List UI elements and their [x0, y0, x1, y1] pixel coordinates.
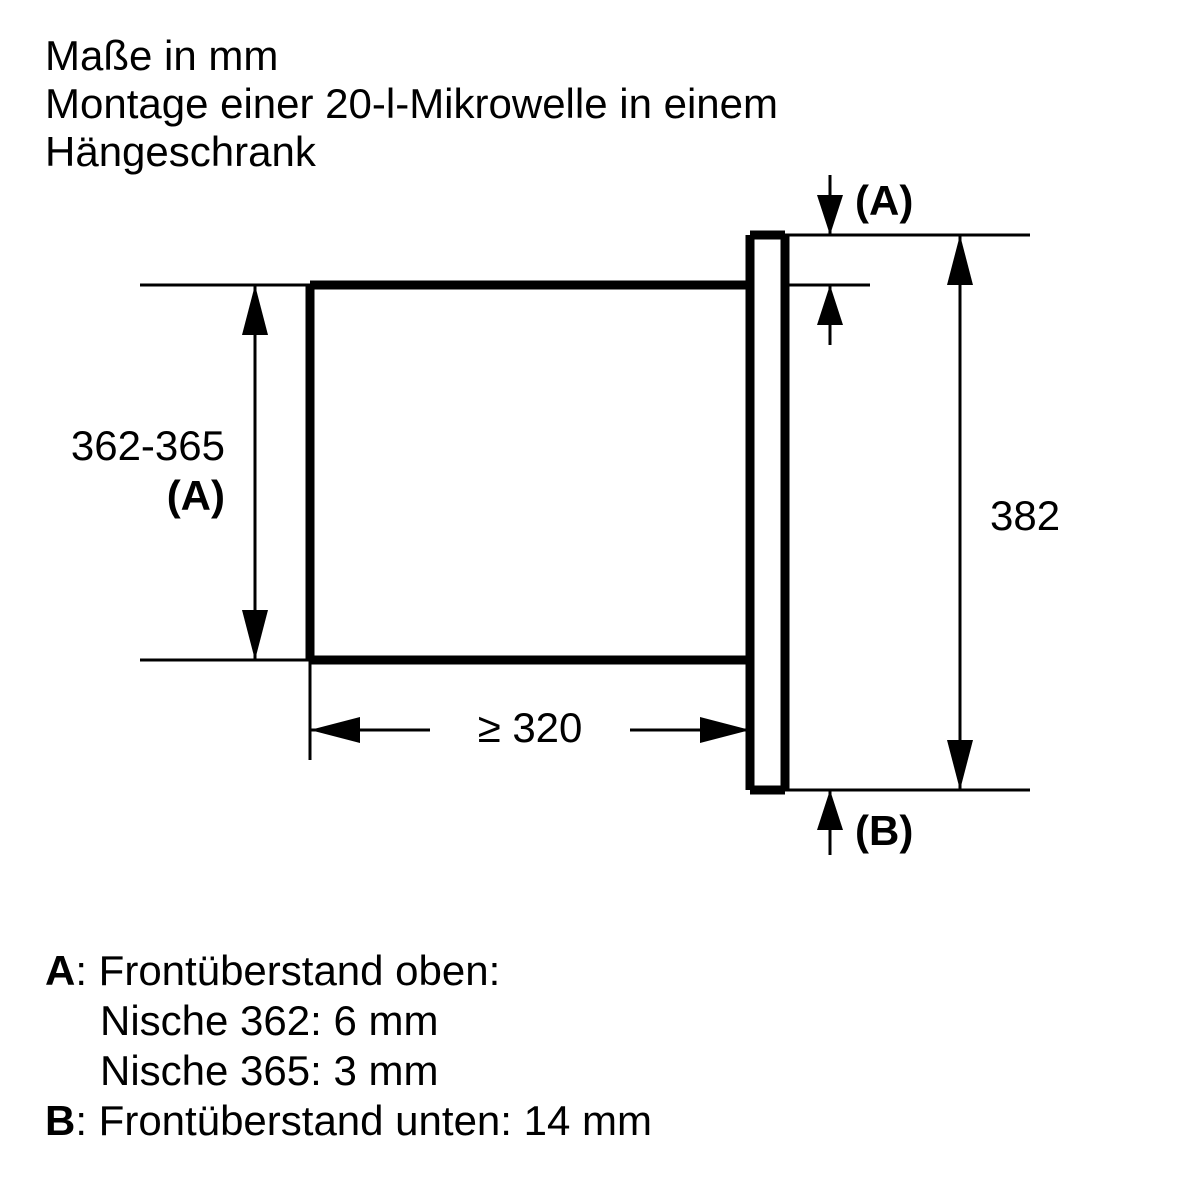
- dim-right-value: 382: [990, 492, 1060, 539]
- footer-a-line2: Nische 362: 6 mm: [100, 997, 438, 1044]
- title-line-3: Hängeschrank: [45, 128, 317, 175]
- footer-b: B: Frontüberstand unten: 14 mm: [45, 1097, 652, 1144]
- title-line-2: Montage einer 20-l-Mikrowelle in einem: [45, 80, 778, 127]
- arrow-left-down: [242, 610, 268, 660]
- footer-a: A: Frontüberstand oben:: [45, 947, 500, 994]
- title-line-1: Maße in mm: [45, 32, 278, 79]
- arrow-right-down: [947, 740, 973, 790]
- dim-left-value: 362-365: [71, 422, 225, 469]
- footer-b-label: B: [45, 1097, 75, 1144]
- top-ref-label: (A): [855, 177, 913, 224]
- footer-b-text: : Frontüberstand unten: 14 mm: [75, 1097, 652, 1144]
- arrow-right-up: [947, 235, 973, 285]
- a-top-outer-arrow: [817, 195, 843, 235]
- arrow-bottom-right: [700, 717, 750, 743]
- dim-left-ref: (A): [167, 472, 225, 519]
- arrow-bottom-left: [310, 717, 360, 743]
- dim-bottom-value: ≥ 320: [478, 704, 583, 751]
- footer-a-label: A: [45, 947, 75, 994]
- footer-a-line3: Nische 365: 3 mm: [100, 1047, 438, 1094]
- dimension-diagram: Maße in mm Montage einer 20-l-Mikrowelle…: [0, 0, 1200, 1200]
- bottom-ref-label: (B): [855, 807, 913, 854]
- footer-a-text: : Frontüberstand oben:: [75, 947, 500, 994]
- a-top-inner-arrow: [817, 285, 843, 325]
- arrow-left-up: [242, 285, 268, 335]
- b-bottom-arrow: [817, 790, 843, 830]
